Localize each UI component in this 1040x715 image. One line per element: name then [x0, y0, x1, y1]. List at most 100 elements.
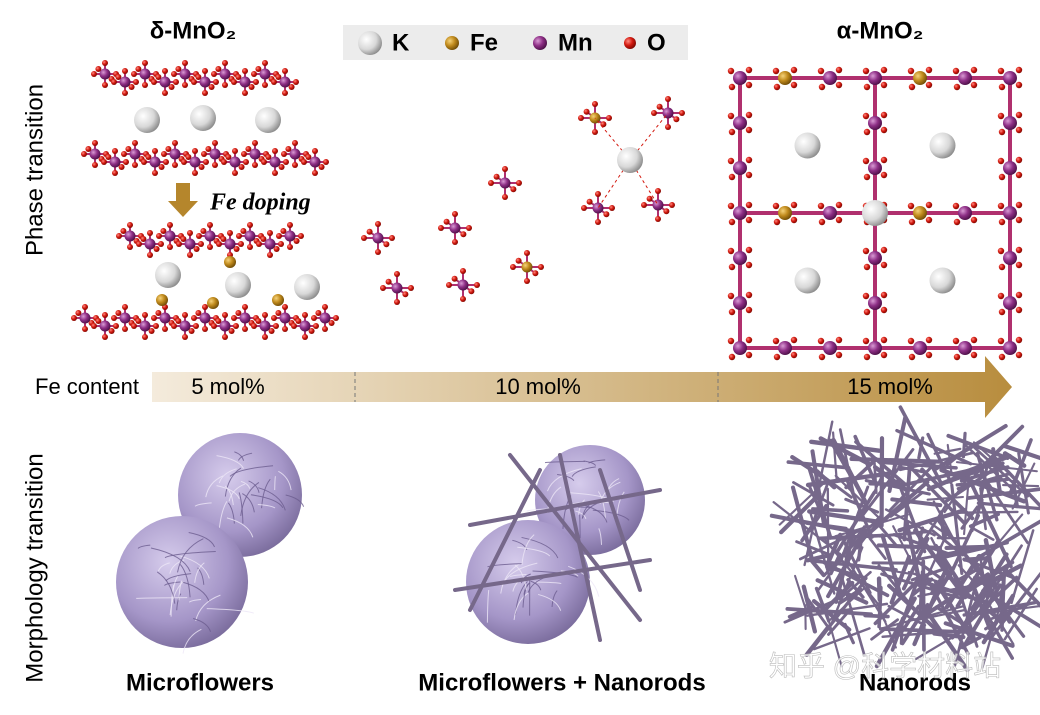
oxygen-atom [1015, 111, 1023, 119]
octahedron [141, 148, 169, 176]
oxygen-atom [862, 337, 870, 345]
nanorod [958, 635, 982, 650]
octahedron [446, 268, 480, 302]
manganese-atom [184, 238, 196, 250]
petal [521, 534, 535, 566]
oxygen-atom [1015, 306, 1023, 314]
manganese-atom [119, 76, 131, 88]
morphology-label: Microflowers [126, 669, 274, 696]
petal [229, 465, 274, 477]
coordination-line [629, 112, 669, 161]
oxygen-atom [583, 108, 590, 115]
oxygen-atom [202, 68, 208, 74]
oxygen-atom [818, 353, 826, 361]
oxygen-atom [242, 304, 248, 310]
oxygen-atom [641, 202, 647, 208]
oxygen-atom [233, 245, 240, 252]
oxygen-atom [502, 166, 508, 172]
petal [242, 493, 255, 513]
oxygen-atom [251, 323, 257, 329]
petal [537, 593, 562, 611]
nanorod [811, 599, 852, 632]
oxygen-atom [231, 315, 237, 321]
manganese-atom [868, 116, 882, 130]
oxygen-atom [592, 101, 598, 107]
manganese-atom [179, 320, 191, 332]
oxygen-atom [880, 81, 888, 89]
iron-atom [778, 71, 792, 85]
doping-arrow [168, 183, 198, 217]
oxygen-atom [745, 336, 753, 344]
manganese-atom [224, 238, 236, 250]
oxygen-atom [970, 81, 978, 89]
oxygen-atom [953, 83, 961, 91]
oxygen-atom [202, 304, 208, 310]
oxygen-atom [265, 154, 272, 161]
oxygen-atom [113, 323, 119, 329]
manganese-atom [733, 206, 747, 220]
nanorod [806, 602, 889, 617]
oxygen-atom [131, 323, 137, 329]
nanorod [814, 586, 831, 623]
potassium-atom [862, 200, 888, 226]
octahedron [231, 304, 259, 332]
oxygen-atom [835, 351, 843, 359]
manganese-atom [319, 312, 331, 324]
oxygen-atom [192, 170, 198, 176]
nanorod [849, 456, 943, 464]
oxygen-atom [288, 83, 295, 90]
nanorod [790, 454, 825, 479]
oxygen-atom [745, 306, 753, 314]
manganese-atom [289, 148, 301, 160]
oxygen-atom [790, 351, 798, 359]
manganese-atom [199, 76, 211, 88]
manganese-atom [823, 71, 837, 85]
oxygen-atom [997, 337, 1005, 345]
petal [583, 460, 597, 466]
oxygen-atom [155, 310, 162, 317]
nanorod [453, 558, 652, 592]
octahedron [236, 222, 264, 250]
petal [164, 581, 181, 586]
oxygen-atom [132, 140, 138, 146]
oxygen-atom [261, 159, 267, 165]
oxygen-atom [198, 163, 205, 170]
oxygen-atom [175, 318, 182, 325]
oxygen-atom [745, 351, 753, 359]
octahedron [71, 304, 99, 332]
octahedron [271, 68, 299, 96]
oxygen-atom [592, 129, 598, 135]
petal [136, 597, 188, 599]
octahedron [276, 222, 304, 250]
petal [248, 480, 260, 493]
nanorod [900, 602, 930, 646]
nanorod [794, 574, 807, 609]
oxygen-atom [102, 82, 108, 88]
manganese-atom [144, 238, 156, 250]
manganese-atom [209, 148, 221, 160]
oxygen-atom [595, 191, 601, 197]
oxygen-atom [272, 170, 278, 176]
oxygen-atom [292, 140, 298, 146]
oxygen-atom [595, 219, 601, 225]
phase-title: δ-MnO₂ [150, 17, 237, 44]
oxygen-atom [193, 245, 200, 252]
oxygen-atom [268, 327, 275, 334]
potassium-atom [225, 272, 251, 298]
structures [71, 60, 1023, 361]
oxygen-atom [176, 241, 182, 247]
oxygen-atom [609, 205, 615, 211]
oxygen-atom [222, 82, 228, 88]
octahedron [271, 304, 299, 332]
oxygen-atom [232, 170, 238, 176]
petal [216, 485, 240, 499]
manganese-atom [239, 76, 251, 88]
oxygen-atom [532, 270, 539, 277]
potassium-atom [794, 132, 821, 159]
octahedron [221, 148, 249, 176]
oxygen-atom [208, 83, 215, 90]
petal [250, 494, 284, 508]
oxygen-atom [727, 202, 735, 210]
oxygen-atom [135, 318, 142, 325]
oxygen-atom [267, 252, 273, 258]
